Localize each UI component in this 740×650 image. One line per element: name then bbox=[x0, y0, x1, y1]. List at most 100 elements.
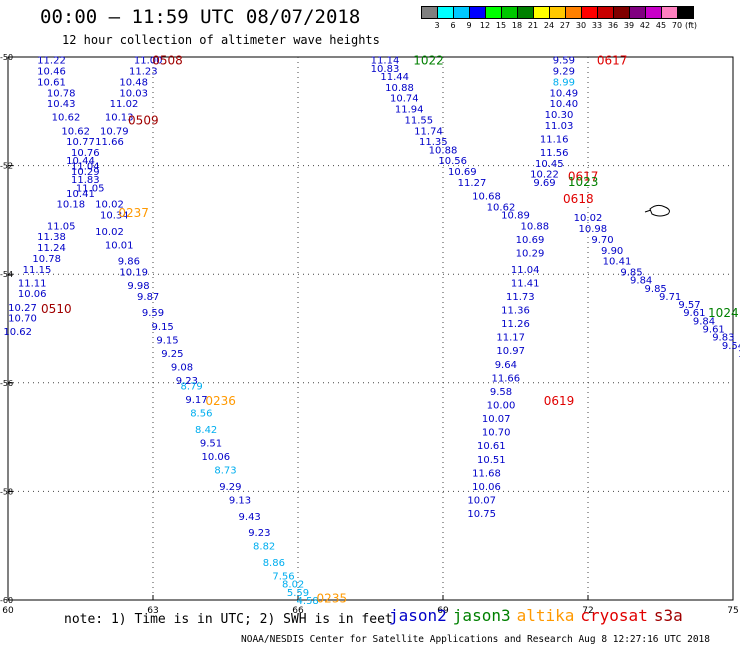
swh-value-cryosat: 11.66 bbox=[492, 373, 521, 384]
swh-value-cryosat: 10.40 bbox=[550, 99, 579, 110]
colorbar-label: 36 bbox=[607, 21, 619, 30]
lat-tick-label: -58 bbox=[0, 487, 13, 496]
swh-value-altika: 8.79 bbox=[181, 382, 203, 393]
swh-value-cryosat: 10.29 bbox=[516, 248, 545, 259]
swh-value-altika: 9.29 bbox=[219, 482, 241, 493]
swh-value-altika: 9.13 bbox=[229, 496, 251, 507]
swh-value-cryosat: 10.06 bbox=[472, 482, 501, 493]
swh-value-s3a: 11.24 bbox=[37, 243, 66, 254]
track-time-label: 0235 bbox=[317, 591, 348, 605]
swh-value-cryosat: 11.68 bbox=[472, 468, 501, 479]
colorbar-swatches bbox=[421, 6, 694, 19]
lon-tick-label: 63 bbox=[147, 606, 158, 616]
swh-value-jason3: 10.68 bbox=[472, 191, 501, 202]
track-time-label: 1022 bbox=[413, 54, 444, 68]
figure-footer: NOAA/NESDIS Center for Satellite Applica… bbox=[241, 634, 710, 645]
swh-value-jason3: 10.06 bbox=[738, 349, 740, 360]
swh-value-s3a: 10.29 bbox=[71, 167, 100, 178]
satellite-legend: jason2 jason3 altika cryosat s3a bbox=[389, 606, 689, 625]
swh-value-altika: 10.13 bbox=[105, 113, 134, 124]
swh-value-cryosat: 10.88 bbox=[521, 221, 550, 232]
swh-value-cryosat: 10.97 bbox=[496, 346, 525, 357]
swh-value-s3a: 10.18 bbox=[57, 200, 86, 211]
swh-value-altika: 11.66 bbox=[95, 137, 124, 148]
figure-subtitle: 12 hour collection of altimeter wave hei… bbox=[62, 33, 380, 47]
swh-value-s3a: 10.76 bbox=[71, 148, 100, 159]
swh-value-cryosat: 8.99 bbox=[553, 77, 575, 88]
swh-value-s3a: 11.22 bbox=[37, 56, 66, 67]
lon-tick-label: 75 bbox=[727, 606, 738, 616]
swh-value-altika: 9.59 bbox=[142, 308, 164, 319]
swh-value-jason3: 9.84 bbox=[693, 316, 715, 327]
lat-tick-label: -50 bbox=[0, 53, 13, 62]
swh-value-s3a: 10.78 bbox=[47, 88, 76, 99]
swh-value-s3a: 10.44 bbox=[66, 156, 95, 167]
swh-value-jason3: 11.14 bbox=[371, 56, 400, 67]
track-time-label: 0617 bbox=[597, 54, 628, 68]
figure-title: 00:00 – 11:59 UTC 08/07/2018 bbox=[40, 6, 361, 28]
swh-value-s3a: 10.62 bbox=[3, 327, 32, 338]
swh-value-s3a: 11.38 bbox=[37, 232, 66, 243]
lat-tick-label: -52 bbox=[0, 162, 13, 171]
swh-value-s3a: 11.05 bbox=[76, 183, 105, 194]
track-time-label: 0236 bbox=[205, 394, 236, 408]
swh-value-cryosat: 10.75 bbox=[467, 509, 496, 520]
swh-value-altika: 8.86 bbox=[263, 558, 285, 569]
swh-value-cryosat: 11.41 bbox=[511, 278, 540, 289]
track-time-label: 1023 bbox=[568, 175, 599, 189]
colorbar-swatch bbox=[677, 6, 694, 19]
colorbar-label: 33 bbox=[591, 21, 603, 30]
swh-value-jason3: 9.85 bbox=[645, 284, 667, 295]
colorbar-label: 6 bbox=[450, 21, 456, 30]
swh-value-altika: 8.73 bbox=[214, 466, 236, 477]
colorbar-unit: (ft) bbox=[685, 21, 698, 30]
swh-value-altika: 11.23 bbox=[129, 67, 158, 78]
swh-value-altika: 10.79 bbox=[100, 126, 129, 137]
colorbar-label: 24 bbox=[543, 21, 555, 30]
colorbar-label: 70 bbox=[671, 21, 683, 30]
colorbar-label: 30 bbox=[575, 21, 587, 30]
swh-value-cryosat: 10.70 bbox=[482, 428, 511, 439]
swh-value-jason3: 10.98 bbox=[579, 224, 608, 235]
swh-value-s3a: 10.78 bbox=[32, 254, 61, 265]
swh-value-s3a: 10.77 bbox=[66, 137, 95, 148]
swh-value-altika: 11.00 bbox=[134, 56, 163, 67]
swh-value-altika: 9.15 bbox=[152, 322, 174, 333]
swh-value-jason3: 11.27 bbox=[458, 178, 487, 189]
track-time-label: 1024 bbox=[708, 306, 739, 320]
colorbar-label: 18 bbox=[511, 21, 523, 30]
swh-value-jason3: 11.44 bbox=[380, 72, 409, 83]
track-time-label: 0508 bbox=[152, 54, 183, 68]
colorbar-label: 39 bbox=[623, 21, 635, 30]
swh-value-jason3: 10.56 bbox=[438, 156, 467, 167]
swh-value-altika: 9.98 bbox=[127, 281, 149, 292]
colorbar-labels: 3 6 9 12 15 18 21 24 27 30 33 36 39 42 45 70 (ft) bbox=[421, 21, 697, 35]
lat-tick-label: -56 bbox=[0, 379, 13, 388]
swh-value-altika: 10.48 bbox=[119, 77, 148, 88]
swh-value-s3a: 11.04 bbox=[71, 162, 100, 173]
swh-value-altika: 7.56 bbox=[272, 572, 294, 583]
map-frame bbox=[7, 56, 734, 601]
track-time-label: 0617 bbox=[568, 169, 599, 183]
swh-value-jason3: 10.88 bbox=[385, 83, 414, 94]
colorbar-label: 15 bbox=[495, 21, 507, 30]
swh-value-jason3: 11.94 bbox=[395, 105, 424, 116]
swh-value-jason3: 9.85 bbox=[620, 267, 642, 278]
swh-value-s3a: 10.43 bbox=[47, 99, 76, 110]
swh-value-cryosat: 10.49 bbox=[550, 88, 579, 99]
swh-value-altika: 10.34 bbox=[100, 210, 129, 221]
swh-value-s3a: 10.41 bbox=[66, 189, 95, 200]
swh-value-cryosat: 10.69 bbox=[516, 235, 545, 246]
swh-value-jason3: 9.90 bbox=[601, 246, 623, 257]
lon-tick-label: 72 bbox=[582, 606, 593, 616]
swh-value-cryosat: 11.16 bbox=[540, 134, 569, 145]
swh-value-altika: 10.03 bbox=[119, 88, 148, 99]
swh-value-altika: 4.58 bbox=[297, 596, 319, 607]
swh-value-cryosat: 9.59 bbox=[553, 56, 575, 67]
swh-value-jason3: 10.89 bbox=[501, 210, 530, 221]
swh-value-jason3: 9.61 bbox=[683, 308, 705, 319]
colorbar-label: 42 bbox=[639, 21, 651, 30]
colorbar-label: 27 bbox=[559, 21, 571, 30]
swh-value-altika: 8.82 bbox=[253, 542, 275, 553]
